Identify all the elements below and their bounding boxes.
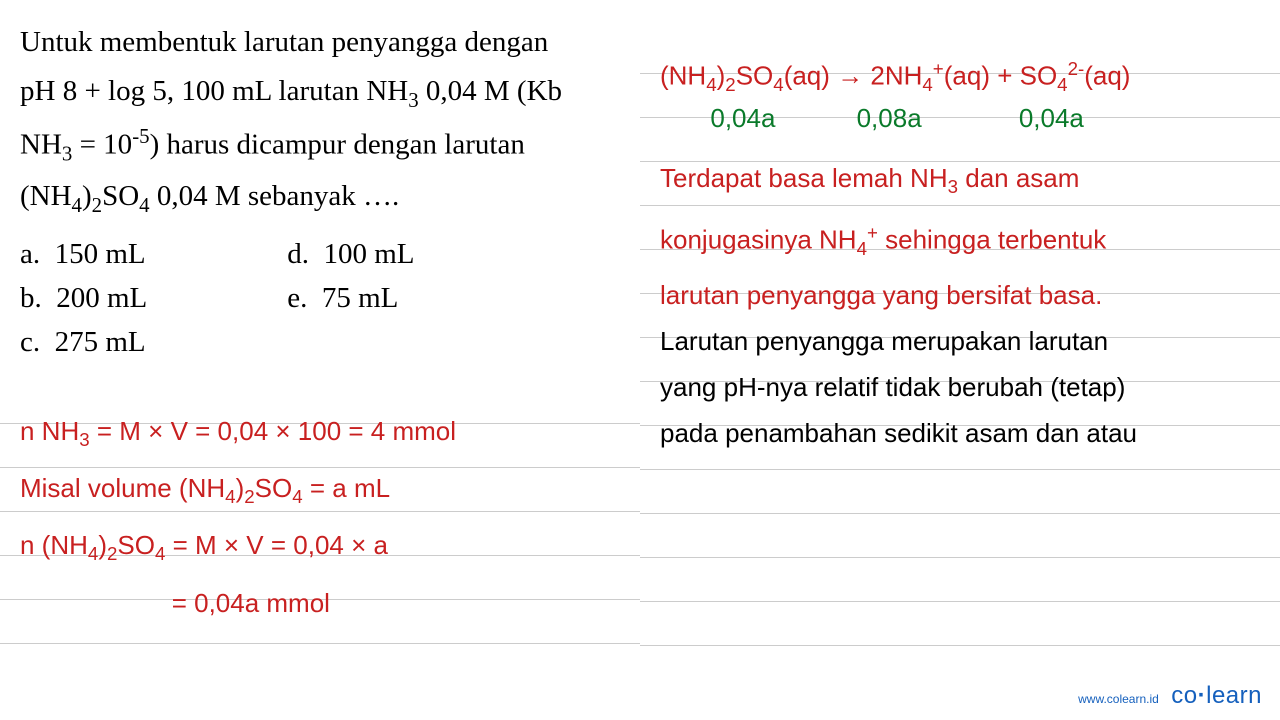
option-e-value: 75 mL bbox=[322, 282, 399, 314]
note-line-3: larutan penyangga yang bersifat basa. bbox=[660, 272, 1260, 318]
note-line-5: yang pH-nya relatif tidak berubah (tetap… bbox=[660, 364, 1260, 410]
working-line-1: n NH3 = M × V = 0,04 × 100 = 4 mmol bbox=[20, 407, 456, 464]
brand-footer: www.colearn.id co·learn bbox=[1078, 682, 1262, 710]
value-product-2: 0,04a bbox=[981, 103, 1121, 134]
option-c: c. 275 mL bbox=[20, 326, 280, 359]
note-line-6: pada penambahan sedikit asam dan atau bbox=[660, 410, 1260, 456]
value-reactant: 0,04a bbox=[689, 103, 797, 134]
note-line-2: konjugasinya NH4+ sehingga terbentuk bbox=[660, 210, 1260, 272]
option-c-value: 275 mL bbox=[55, 326, 146, 358]
answer-options: a. 150 mL d. 100 mL b. 200 mL e. 75 mL c… bbox=[20, 238, 415, 370]
dissociation-values: 0,04a 0,08a 0,04a bbox=[660, 103, 1121, 134]
working-line-4: = 0,04a mmol bbox=[20, 579, 456, 627]
note-line-4: Larutan penyangga merupakan larutan bbox=[660, 318, 1260, 364]
option-b: b. 200 mL bbox=[20, 282, 280, 315]
question-text: Untuk membentuk larutan penyangga dengan… bbox=[20, 18, 580, 223]
option-b-value: 200 mL bbox=[56, 282, 147, 314]
value-product-1: 0,08a bbox=[804, 103, 974, 134]
brand-logo: co·learn bbox=[1171, 682, 1262, 709]
option-e: e. 75 mL bbox=[287, 282, 398, 315]
brand-url: www.colearn.id bbox=[1078, 692, 1159, 706]
option-a-value: 150 mL bbox=[55, 238, 146, 270]
working-line-2: Misal volume (NH4)2SO4 = a mL bbox=[20, 464, 456, 521]
option-d-value: 100 mL bbox=[324, 238, 415, 270]
working-line-3: n (NH4)2SO4 = M × V = 0,04 × a bbox=[20, 521, 456, 578]
dissociation-equation: (NH4)2SO4(aq) → 2NH4+(aq) + SO42-(aq) bbox=[660, 58, 1130, 96]
explanation-notes: Terdapat basa lemah NH3 dan asam konjuga… bbox=[660, 155, 1260, 456]
working-left-column: n NH3 = M × V = 0,04 × 100 = 4 mmol Misa… bbox=[20, 407, 456, 627]
note-line-1: Terdapat basa lemah NH3 dan asam bbox=[660, 155, 1260, 210]
option-d: d. 100 mL bbox=[287, 238, 414, 271]
option-a: a. 150 mL bbox=[20, 238, 280, 271]
